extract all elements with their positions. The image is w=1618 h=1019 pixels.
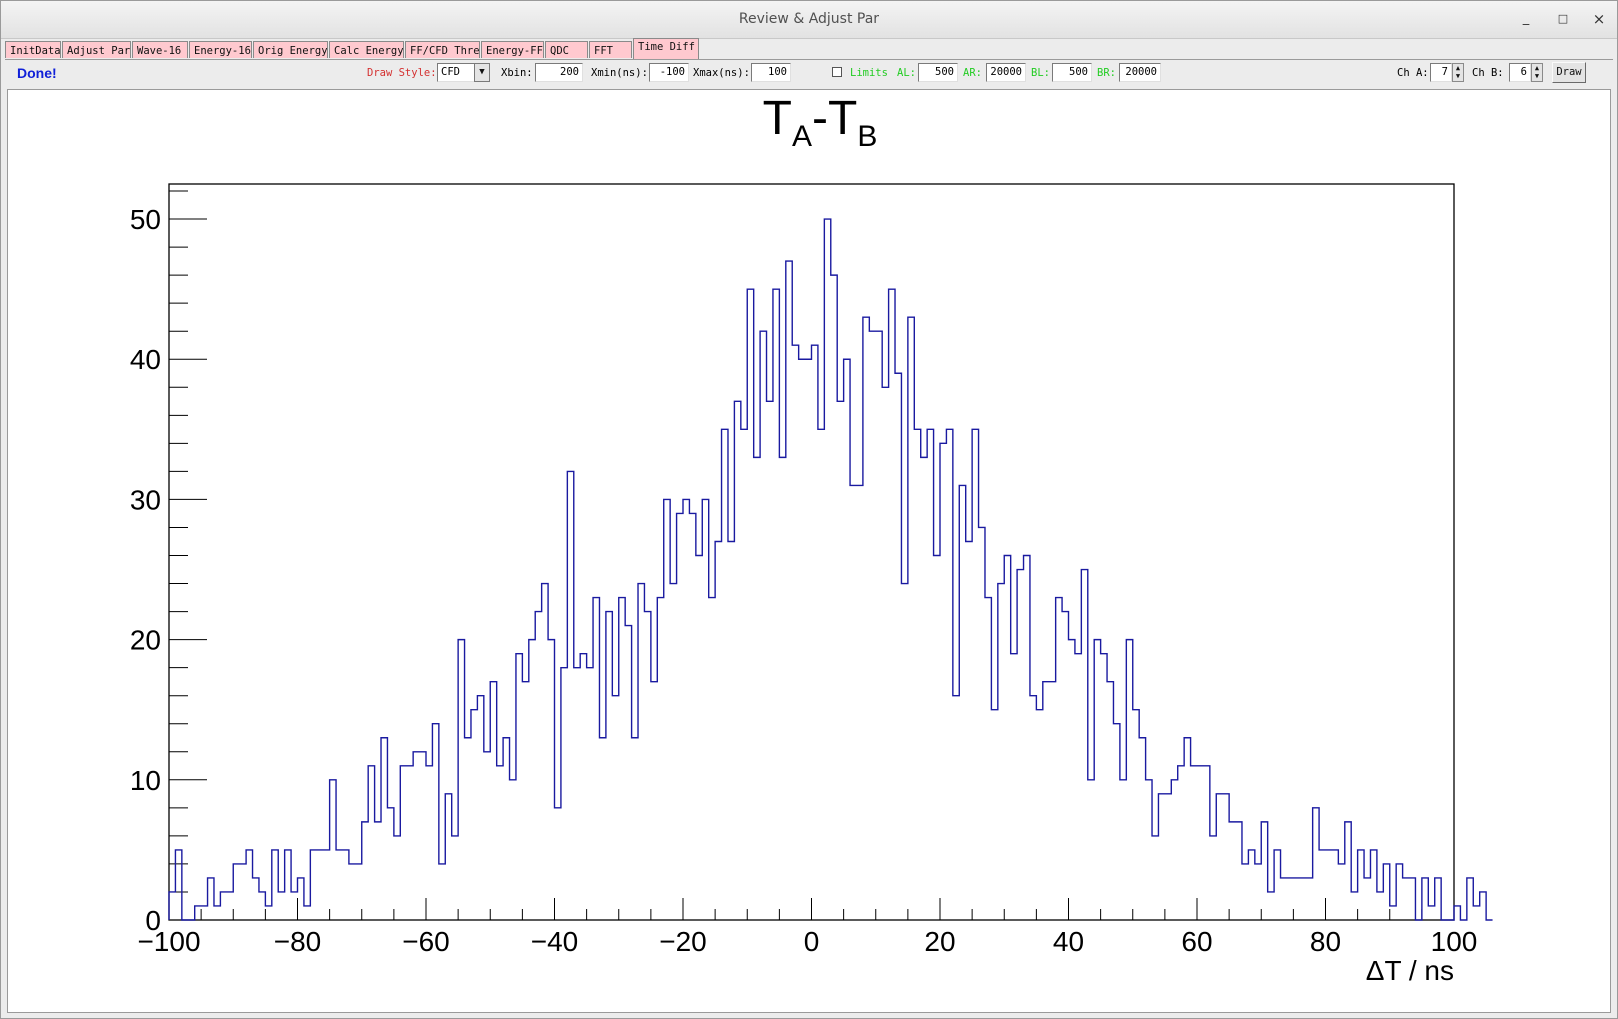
histogram-line xyxy=(168,218,1493,921)
x-tick-label: −80 xyxy=(274,926,322,957)
tab-adjust-par[interactable]: Adjust Par xyxy=(62,41,131,58)
xmin-input[interactable]: -100 xyxy=(649,63,689,82)
xbin-input[interactable]: 200 xyxy=(535,63,583,82)
spin-up-icon[interactable]: ▲ xyxy=(1534,64,1540,72)
x-tick-label: −100 xyxy=(137,926,200,957)
tab-divider xyxy=(5,59,1613,60)
spin-up-icon[interactable]: ▲ xyxy=(1455,64,1461,72)
minimize-icon[interactable]: _ xyxy=(1522,11,1530,26)
x-tick-label: 40 xyxy=(1053,926,1084,957)
xbin-label: Xbin: xyxy=(501,67,533,79)
x-tick-label: −40 xyxy=(531,926,579,957)
bl-input[interactable]: 500 xyxy=(1052,63,1092,82)
tab-ff-cfd-thre[interactable]: FF/CFD Thre xyxy=(405,41,480,58)
ch-b-label: Ch B: xyxy=(1472,67,1504,79)
x-tick-label: −60 xyxy=(402,926,450,957)
draw-button[interactable]: Draw xyxy=(1552,62,1586,83)
tab-orig-energy[interactable]: Orig Energy xyxy=(253,41,328,58)
ch-b-stepper[interactable]: ▲ ▼ xyxy=(1531,63,1543,82)
y-axis: 0 10 20 30 40 50 xyxy=(130,190,207,936)
y-tick-label: 0 xyxy=(145,905,161,936)
ch-a-stepper[interactable]: ▲ ▼ xyxy=(1452,63,1464,82)
limits-checkbox[interactable] xyxy=(832,67,842,77)
chevron-down-icon[interactable]: ▼ xyxy=(474,63,490,82)
tab-qdc[interactable]: QDC xyxy=(545,41,588,58)
xmax-label: Xmax(ns): xyxy=(693,67,750,79)
x-tick-label: 80 xyxy=(1310,926,1341,957)
y-tick-label: 40 xyxy=(130,344,161,375)
tab-time-diff[interactable]: Time Diff xyxy=(633,38,699,59)
y-tick-label: 30 xyxy=(130,484,161,515)
draw-style-select[interactable]: CFD xyxy=(437,63,475,82)
ar-label: AR: xyxy=(963,67,982,79)
plot-canvas[interactable]: TA-TB 0 10 20 30 40 50 −100 −80 −60 −40 −20 0 20 40 6… xyxy=(7,89,1611,1013)
ch-a-input[interactable]: 7 xyxy=(1430,63,1452,82)
plot-frame xyxy=(168,183,1455,921)
close-icon[interactable]: × xyxy=(1592,10,1606,28)
chart-title: TA-TB xyxy=(763,92,878,153)
tab-energy-16[interactable]: Energy-16 xyxy=(189,41,252,58)
al-label: AL: xyxy=(897,67,916,79)
y-tick-label: 50 xyxy=(130,204,161,235)
al-input[interactable]: 500 xyxy=(918,63,958,82)
maximize-icon[interactable]: □ xyxy=(1557,12,1569,25)
x-tick-label: 60 xyxy=(1181,926,1212,957)
x-tick-label: 20 xyxy=(924,926,955,957)
title-bar: Review & Adjust Par _ □ × xyxy=(1,1,1617,39)
x-tick-label: 0 xyxy=(804,926,820,957)
ar-input[interactable]: 20000 xyxy=(986,63,1026,82)
tab-initdata[interactable]: InitData xyxy=(5,41,61,58)
x-axis: −100 −80 −60 −40 −20 0 20 40 60 80 100 xyxy=(137,898,1477,957)
xmax-input[interactable]: 100 xyxy=(751,63,791,82)
draw-style-label: Draw Style: xyxy=(367,67,437,79)
br-input[interactable]: 20000 xyxy=(1119,63,1161,82)
status-text: Done! xyxy=(17,65,57,81)
window-title: Review & Adjust Par xyxy=(738,11,880,27)
x-axis-label: ΔT / ns xyxy=(1366,955,1454,986)
limits-label: Limits xyxy=(850,67,888,79)
histogram-svg: TA-TB 0 10 20 30 40 50 −100 −80 −60 −40 −20 0 20 40 6… xyxy=(130,92,1493,986)
spin-down-icon[interactable]: ▼ xyxy=(1534,72,1540,80)
y-tick-label: 20 xyxy=(130,625,161,656)
tab-calc-energy[interactable]: Calc Energy xyxy=(329,41,404,58)
toolbar: Done! Draw Style: CFD ▼ Xbin: 200 Xmin(n… xyxy=(1,61,1617,89)
bl-label: BL: xyxy=(1031,67,1050,79)
tab-fft[interactable]: FFT xyxy=(589,41,632,58)
ch-a-label: Ch A: xyxy=(1397,67,1429,79)
tab-energy-ff[interactable]: Energy-FF xyxy=(481,41,544,58)
y-tick-label: 10 xyxy=(130,765,161,796)
x-tick-label: 100 xyxy=(1431,926,1478,957)
ch-b-input[interactable]: 6 xyxy=(1509,63,1531,82)
tab-wave-16[interactable]: Wave-16 xyxy=(132,41,188,58)
xmin-label: Xmin(ns): xyxy=(591,67,648,79)
spin-down-icon[interactable]: ▼ xyxy=(1455,72,1461,80)
x-tick-label: −20 xyxy=(659,926,707,957)
br-label: BR: xyxy=(1097,67,1116,79)
